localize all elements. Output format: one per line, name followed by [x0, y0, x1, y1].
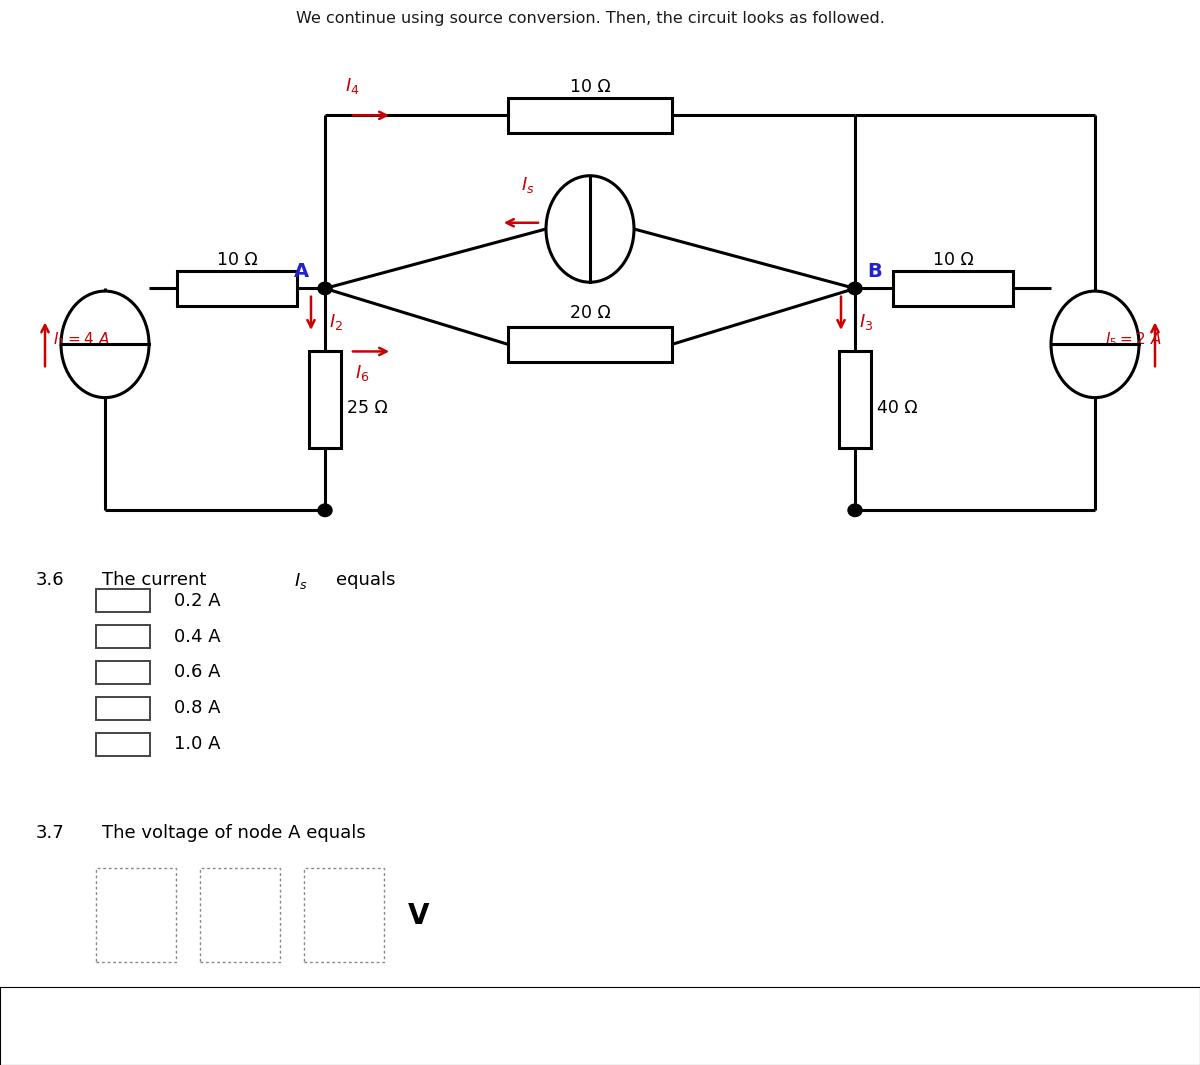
- Text: 20 Ω: 20 Ω: [570, 305, 611, 322]
- Circle shape: [848, 504, 862, 517]
- Text: $\mathit{I}_s$: $\mathit{I}_s$: [521, 176, 535, 195]
- Text: 3.8: 3.8: [36, 992, 65, 1010]
- Text: 40 Ω: 40 Ω: [877, 399, 918, 417]
- Text: $\mathit{I}_1 = 4$ A: $\mathit{I}_1 = 4$ A: [53, 330, 109, 349]
- Text: equals: equals: [336, 572, 396, 590]
- Bar: [304, 868, 384, 962]
- Bar: [508, 98, 672, 133]
- Text: 0.2 A: 0.2 A: [174, 592, 221, 610]
- Bar: [200, 868, 280, 962]
- Text: 0.4 A: 0.4 A: [174, 627, 221, 645]
- Text: 3.6: 3.6: [36, 572, 65, 590]
- Bar: [96, 589, 150, 612]
- Bar: [508, 327, 672, 362]
- Text: The current: The current: [102, 572, 212, 590]
- Text: 3.7: 3.7: [36, 823, 65, 841]
- Bar: [96, 868, 176, 962]
- Bar: [200, 1018, 280, 1055]
- Text: 10 Ω: 10 Ω: [570, 78, 611, 96]
- Text: 0.6 A: 0.6 A: [174, 663, 221, 682]
- Circle shape: [318, 282, 332, 295]
- Ellipse shape: [546, 176, 634, 282]
- Text: 1.0 A: 1.0 A: [174, 735, 221, 753]
- Bar: [96, 625, 150, 649]
- Text: $\mathit{I}_2$: $\mathit{I}_2$: [329, 312, 343, 332]
- Text: $\mathit{I}_s$: $\mathit{I}_s$: [294, 572, 307, 591]
- Text: 25 Ω: 25 Ω: [347, 399, 388, 417]
- Bar: [96, 661, 150, 684]
- Text: 10 Ω: 10 Ω: [932, 251, 973, 269]
- Ellipse shape: [1051, 291, 1139, 397]
- Bar: [96, 1018, 176, 1055]
- Text: $\mathit{I}_4$: $\mathit{I}_4$: [346, 76, 360, 96]
- Circle shape: [318, 504, 332, 517]
- Text: The voltage of node A equals: The voltage of node A equals: [102, 823, 366, 841]
- Text: The voltage of node B equals: The voltage of node B equals: [102, 992, 366, 1010]
- Text: V: V: [408, 1023, 430, 1051]
- Bar: [96, 733, 150, 755]
- Text: $\mathit{I}_5 = 2$ A: $\mathit{I}_5 = 2$ A: [1105, 330, 1162, 349]
- Ellipse shape: [61, 291, 149, 397]
- Bar: [893, 271, 1013, 307]
- Text: V: V: [408, 902, 430, 930]
- Bar: [310, 350, 341, 448]
- Text: We continue using source conversion. Then, the circuit looks as followed.: We continue using source conversion. The…: [295, 11, 884, 26]
- Text: 10 Ω: 10 Ω: [217, 251, 257, 269]
- Text: $\mathit{I}_6$: $\mathit{I}_6$: [355, 363, 370, 382]
- Bar: [839, 350, 871, 448]
- Text: 0.8 A: 0.8 A: [174, 700, 221, 717]
- Text: $\mathit{I}_3$: $\mathit{I}_3$: [859, 312, 874, 332]
- Bar: [304, 1018, 384, 1055]
- Text: A: A: [294, 262, 310, 281]
- Circle shape: [848, 282, 862, 295]
- Bar: [178, 271, 298, 307]
- Bar: [96, 697, 150, 720]
- Text: B: B: [866, 262, 882, 281]
